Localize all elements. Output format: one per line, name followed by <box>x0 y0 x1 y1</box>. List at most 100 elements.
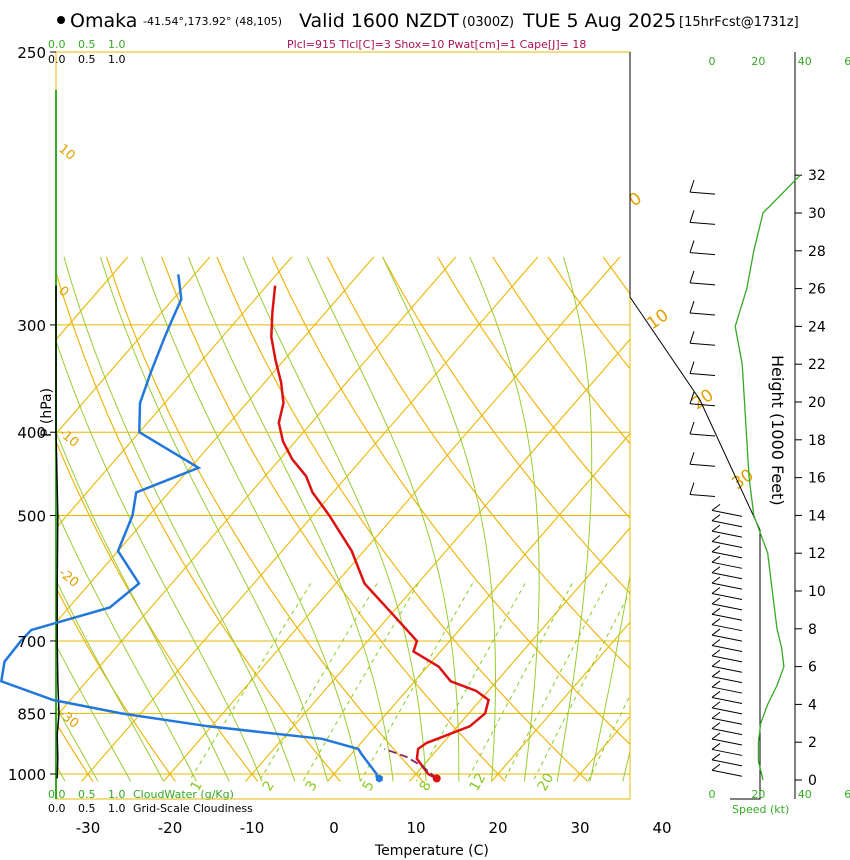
wind-barb <box>711 561 743 569</box>
wind-barb <box>689 252 716 256</box>
dry-adiabat-label: 0 <box>55 284 71 301</box>
temperature-tick-label: 10 <box>406 819 425 837</box>
isotherm-line <box>245 338 630 782</box>
isotherm-line <box>491 621 630 782</box>
sounding-parameters: Plcl=915 Tlcl[C]=3 Shox=10 Pwat[cm]=1 Ca… <box>287 38 586 51</box>
height-tick-label: 30 <box>808 206 826 222</box>
wind-barb <box>711 572 743 580</box>
cloud-water-profile <box>55 285 60 779</box>
height-tick-label: 26 <box>808 282 826 298</box>
isotherm-line <box>56 256 293 529</box>
height-tick-label: 10 <box>808 584 826 600</box>
upper-label: 30 <box>728 465 757 494</box>
wind-barb-flag <box>689 240 695 253</box>
dry-adiabat-line <box>56 721 94 782</box>
dry-adiabat-line <box>56 270 341 782</box>
wind-barb-flag <box>711 649 721 657</box>
cloudiness-tick: 0.5 <box>78 53 96 66</box>
cloud-water-scale-top: 0.0 0.5 1.0 <box>48 38 126 51</box>
cloudiness-tick: 1.0 <box>108 802 126 815</box>
dry-adiabat-line <box>271 256 630 745</box>
height-axis-title: Height (1000 Feet) <box>768 355 787 506</box>
moist-adiabat-line <box>56 705 99 782</box>
wind-barb <box>711 665 743 673</box>
wind-barb-flag <box>689 482 695 495</box>
height-tick-label: 6 <box>808 660 817 676</box>
wind-barb <box>711 717 743 725</box>
wind-barb-flag <box>711 618 721 626</box>
moist-adiabat-line <box>63 256 296 782</box>
wind-barb-flag <box>711 753 721 761</box>
wind-barb-flag <box>711 659 721 667</box>
moist-adiabat-lines <box>56 256 795 782</box>
isotherm-line <box>163 256 621 782</box>
wind-barb-flag <box>689 300 695 314</box>
height-tick-label: 8 <box>808 622 817 638</box>
moist-adiabat-line <box>556 256 593 782</box>
temperature-tick-label: 20 <box>488 819 507 837</box>
mixing-ratio-label: 2 <box>260 778 278 794</box>
wind-barb <box>711 696 743 704</box>
isotherm-line <box>738 257 850 781</box>
height-tick-label: 24 <box>808 319 826 335</box>
wind-barb <box>711 603 743 611</box>
moist-adiabat-line <box>141 256 361 782</box>
wind-barb-flag <box>711 763 721 771</box>
dry-adiabat-line <box>0 257 10 782</box>
pressure-tick-label: 250 <box>17 44 46 62</box>
wind-barb <box>711 541 743 549</box>
moist-adiabat-line <box>469 256 540 782</box>
valid-time: Valid 1600 NZDT <box>299 10 459 32</box>
mixing-ratio-line <box>302 583 419 782</box>
wind-barb-flag <box>711 545 721 553</box>
wind-barb-flag <box>711 680 721 688</box>
wind-speed-label: Speed (kt) <box>732 803 789 816</box>
moist-adiabat-line <box>306 256 460 782</box>
valid-utc: (0300Z) <box>462 15 514 30</box>
wind-barb <box>689 463 716 467</box>
wind-speed-tick: 0 <box>709 55 716 68</box>
temperature-axis: -30 -20 -10 0 10 20 30 40 <box>76 819 672 837</box>
wind-barb-flag <box>711 555 721 563</box>
dry-adiabat-labels: 10 0 -10 -20 -30 <box>55 142 81 732</box>
dry-adiabat-line <box>56 586 176 782</box>
wind-speed-scale-top: 0 20 40 60 <box>709 55 850 68</box>
pressure-tick-label: 400 <box>17 424 46 442</box>
cloud-water-label: CloudWater (g/Kg) <box>133 788 234 801</box>
height-tick-label: 22 <box>808 357 826 373</box>
dry-adiabat-line <box>382 256 630 594</box>
mixing-ratio-line <box>532 591 630 782</box>
location-dot-icon <box>57 16 65 24</box>
isotherm-line <box>409 527 630 782</box>
height-tick-label: 32 <box>808 168 826 184</box>
dry-adiabat-line <box>714 257 850 782</box>
wind-barb-flag <box>689 270 695 283</box>
cloud-water-tick: 0.5 <box>78 788 96 801</box>
wind-barb <box>711 686 743 694</box>
mixing-ratio-label: 5 <box>360 778 378 794</box>
moist-adiabat-line <box>56 644 132 782</box>
location-coords: -41.54°,173.92° (48,105) <box>143 15 282 28</box>
mixing-ratio-line <box>258 583 378 782</box>
wind-barb-flag <box>711 503 721 511</box>
temperature-profile <box>270 285 491 780</box>
wind-barb-flag <box>711 587 721 594</box>
wind-barbs <box>689 179 743 777</box>
wind-barb-flag <box>711 722 721 730</box>
wind-barb <box>711 769 743 777</box>
dry-adiabat-line <box>105 256 424 782</box>
wind-barb <box>711 613 743 621</box>
wind-speed-tick: 40 <box>798 788 812 801</box>
wind-speed-tick: 20 <box>751 55 765 68</box>
wind-barb <box>689 494 716 497</box>
moist-adiabat-line <box>656 257 795 782</box>
dewpoint-profile <box>0 274 378 778</box>
moist-adiabat-line <box>188 256 394 782</box>
location-name: Omaka <box>70 10 137 32</box>
dry-adiabat-line <box>492 256 630 445</box>
wind-barb <box>689 221 716 225</box>
moist-adiabat-line <box>589 572 630 782</box>
parcel-path <box>384 748 438 780</box>
isotherm-line <box>56 256 375 624</box>
